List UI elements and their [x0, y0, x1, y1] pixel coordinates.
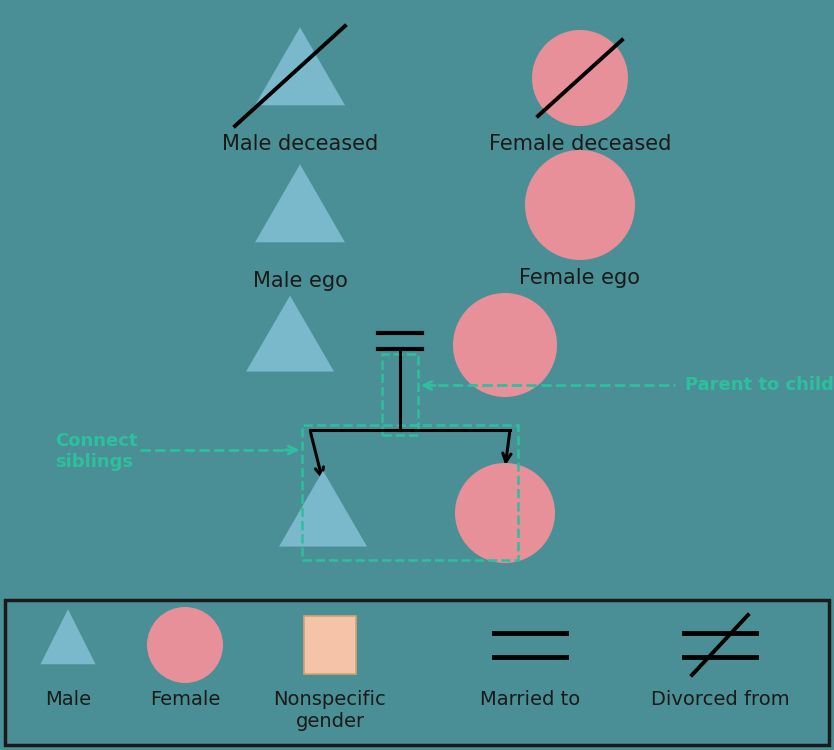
Text: Married to: Married to — [480, 690, 580, 709]
Text: Male ego: Male ego — [253, 271, 348, 291]
Text: Female deceased: Female deceased — [489, 134, 671, 154]
Bar — [382, 354, 418, 435]
Ellipse shape — [453, 293, 557, 397]
Polygon shape — [246, 296, 334, 371]
Ellipse shape — [455, 463, 555, 563]
Text: Divorced from: Divorced from — [651, 690, 789, 709]
Polygon shape — [255, 164, 345, 242]
Bar — [302, 425, 518, 560]
Bar — [5, 600, 829, 745]
Ellipse shape — [525, 150, 635, 260]
Polygon shape — [41, 609, 96, 664]
Bar — [304, 616, 356, 674]
Text: Female ego: Female ego — [520, 268, 641, 288]
Text: Female: Female — [150, 690, 220, 709]
Text: Male deceased: Male deceased — [222, 134, 378, 154]
Text: Male: Male — [45, 690, 91, 709]
Ellipse shape — [532, 30, 628, 126]
Polygon shape — [279, 470, 367, 547]
Ellipse shape — [147, 607, 223, 683]
Text: Nonspecific
gender: Nonspecific gender — [274, 690, 386, 731]
Text: Parent to children: Parent to children — [685, 376, 834, 394]
Polygon shape — [255, 27, 345, 105]
Text: Connect
siblings: Connect siblings — [55, 432, 138, 471]
